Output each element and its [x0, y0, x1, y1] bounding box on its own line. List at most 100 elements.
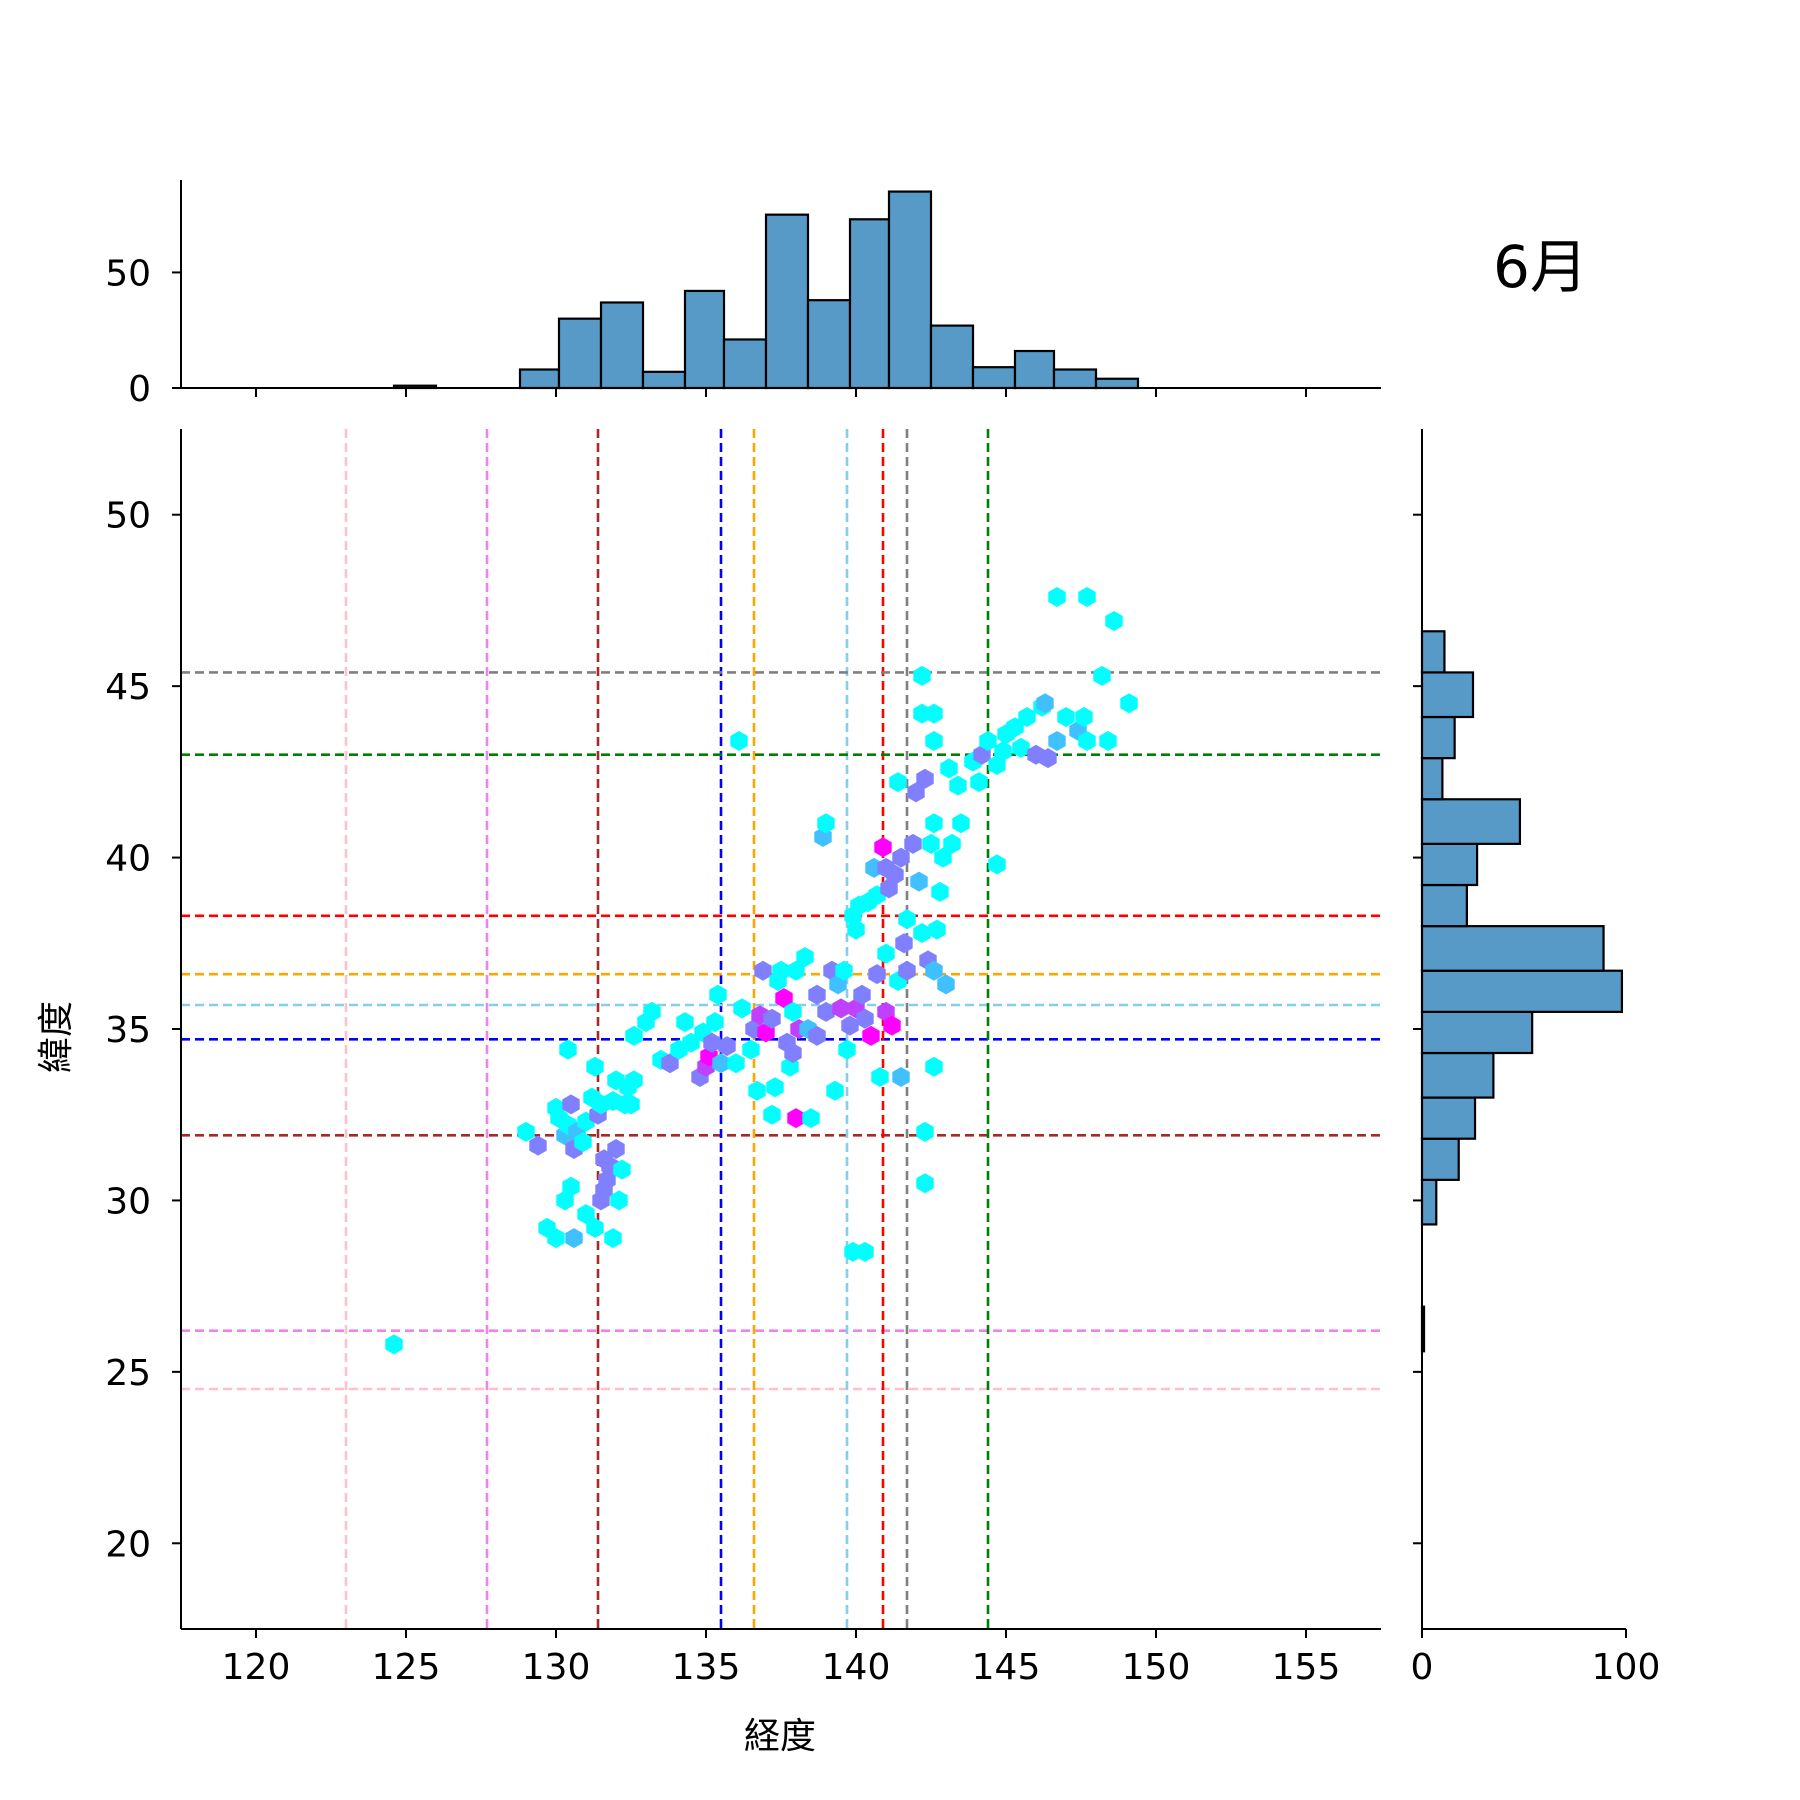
hexbin: [577, 1204, 595, 1225]
top-histogram-bar: [1013, 349, 1056, 390]
hexbin: [676, 1012, 694, 1033]
hexbin: [943, 833, 961, 854]
right-x-tick-label: 100: [1592, 1647, 1661, 1688]
hexbin: [787, 960, 805, 981]
hexbin: [841, 1015, 859, 1036]
hexbin: [562, 1176, 580, 1197]
hexbin: [1105, 611, 1123, 631]
hexbin: [940, 758, 958, 779]
top-histogram-bar: [599, 301, 645, 390]
hexbin: [574, 1132, 592, 1153]
x-axis-title: 経度: [744, 1716, 816, 1757]
hexbin: [868, 964, 886, 985]
y-tick-label: 40: [105, 839, 151, 880]
top-histogram-bar: [806, 299, 852, 390]
hexbin: [862, 1025, 880, 1046]
hexbin: [784, 1001, 802, 1022]
hexbin: [913, 665, 931, 686]
top-histogram-bar: [1052, 368, 1098, 390]
x-tick-label: 130: [522, 1647, 591, 1688]
right-histogram-panel: 0 100: [1411, 429, 1661, 1688]
top-histogram-bar: [848, 218, 891, 390]
top-histogram-bar: [764, 213, 810, 390]
hexbin: [796, 947, 814, 967]
hexbin: [826, 1080, 844, 1101]
hexbin: [661, 1053, 679, 1074]
hexbin: [703, 1032, 721, 1053]
hexbin: [754, 960, 772, 981]
hexbin: [802, 1108, 820, 1129]
hexbin: [763, 1008, 781, 1029]
hexbin: [931, 881, 949, 902]
hexbin: [712, 1053, 730, 1074]
top-histogram-bar: [557, 317, 603, 390]
hexbin: [586, 1056, 604, 1077]
right-histogram-bar: [1420, 925, 1605, 972]
right-histogram-bar: [1420, 630, 1446, 674]
right-histogram-bar: [1420, 1051, 1495, 1099]
y-tick-label: 20: [105, 1524, 151, 1565]
right-histogram-bar: [1420, 798, 1522, 845]
hexbin: [889, 772, 907, 793]
hexbin: [1099, 731, 1117, 751]
hexbin: [1078, 731, 1096, 751]
x-tick-label: 140: [822, 1647, 891, 1688]
main-hexbin-panel: 120 125 130 135 140 145 150 155 20 25 30 35 40 45 50: [105, 429, 1381, 1688]
x-tick-label: 155: [1272, 1647, 1341, 1688]
hexbin: [952, 813, 970, 834]
hexbin: [883, 1015, 901, 1036]
hexbin: [748, 1080, 766, 1101]
right-histogram-bar: [1420, 1010, 1534, 1055]
top-histogram-bar: [722, 338, 768, 390]
hexbin: [730, 731, 748, 751]
top-histogram-bar: [683, 289, 726, 390]
hexbin: [1018, 707, 1036, 727]
hexbin: [643, 1001, 661, 1022]
hexbin: [916, 1121, 934, 1142]
hexbin: [916, 768, 934, 789]
y-tick-label: 30: [105, 1181, 151, 1222]
hexbin: [817, 1001, 835, 1022]
right-histogram-bar: [1420, 1137, 1460, 1181]
hexbin: [853, 984, 871, 1005]
hexbin: [1039, 748, 1057, 769]
hexbin: [1075, 707, 1093, 727]
hexbin: [886, 864, 904, 885]
y-tick-label: 25: [105, 1353, 151, 1394]
hexbin: [856, 1241, 874, 1262]
top-histogram-bar: [929, 324, 975, 390]
hexbin: [892, 1067, 910, 1087]
hexbin: [733, 998, 751, 1019]
hexbin: [808, 1025, 826, 1046]
hexbin: [925, 1056, 943, 1077]
hexbin: [625, 1025, 643, 1046]
hexbin: [718, 1036, 736, 1057]
hexbin: [832, 998, 850, 1019]
top-histogram-bar: [1094, 377, 1140, 390]
hexbin: [727, 1053, 745, 1074]
hexbin: [775, 988, 793, 1009]
hexbin: [709, 984, 727, 1005]
right-histogram-bar: [1420, 1096, 1477, 1140]
hexbin: [604, 1228, 622, 1249]
hexbin: [925, 731, 943, 751]
hexbin: [610, 1190, 628, 1211]
hexbin: [763, 1104, 781, 1125]
hexbin: [625, 1070, 643, 1091]
hexbin: [1078, 587, 1096, 607]
hexbin: [898, 960, 916, 981]
top-y-tick-label: 0: [128, 369, 151, 410]
top-histogram-bar: [518, 368, 561, 390]
hexbin: [898, 909, 916, 930]
hexbin: [706, 1012, 724, 1033]
hexbin: [1057, 707, 1075, 727]
x-tick-label: 150: [1122, 1647, 1191, 1688]
hexbin: [808, 984, 826, 1005]
hexbin: [838, 1039, 856, 1060]
top-histogram-bar: [887, 190, 933, 390]
hexbin: [937, 974, 955, 995]
hexbin: [787, 1108, 805, 1129]
hexbin: [895, 933, 913, 954]
hexbin: [970, 772, 988, 793]
top-histogram-bar: [971, 366, 1017, 390]
